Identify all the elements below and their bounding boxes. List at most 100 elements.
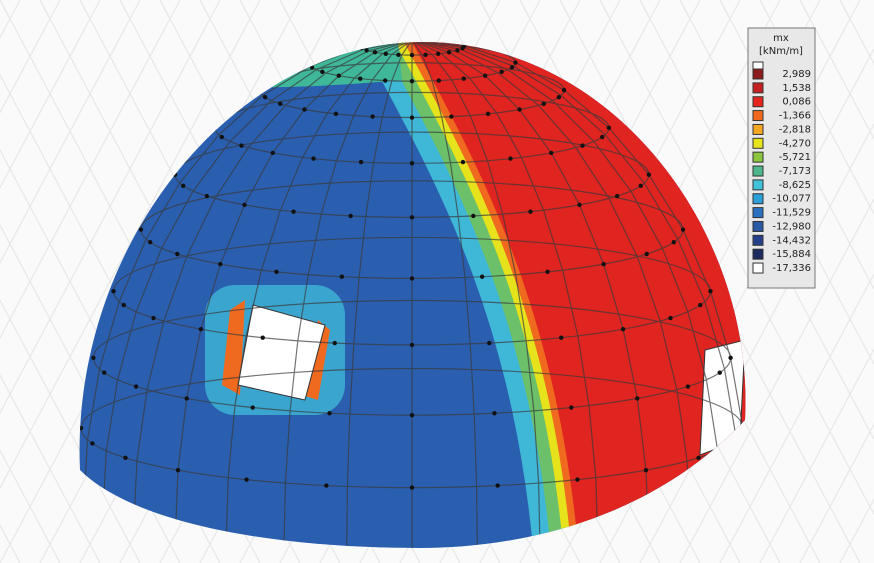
legend-label: 2,989	[782, 69, 811, 80]
mesh-node	[517, 107, 521, 111]
legend-label: -2,818	[779, 124, 811, 135]
mesh-node	[239, 143, 243, 147]
mesh-node	[487, 341, 491, 345]
legend-swatch	[753, 249, 763, 259]
mesh-node	[199, 327, 203, 331]
mesh-node	[220, 135, 224, 139]
mesh-node	[91, 356, 95, 360]
mesh-node	[562, 88, 566, 92]
legend-swatch	[753, 152, 763, 162]
mesh-node	[681, 227, 685, 231]
mesh-node	[121, 303, 125, 307]
mesh-node	[461, 160, 465, 164]
legend-label: -15,884	[772, 249, 811, 260]
legend-swatch	[753, 235, 763, 245]
legend-swatch	[753, 194, 763, 204]
mesh-node	[410, 276, 414, 280]
mesh-node	[698, 303, 702, 307]
legend-label: 0,086	[782, 97, 811, 108]
mesh-node	[274, 270, 278, 274]
mesh-node	[542, 102, 546, 106]
legend-swatch	[753, 111, 763, 121]
mesh-node	[557, 95, 561, 99]
mesh-node	[569, 405, 573, 409]
mesh-node	[686, 384, 690, 388]
legend-title: mx	[773, 33, 789, 44]
mesh-node	[644, 468, 648, 472]
mesh-node	[483, 73, 487, 77]
mesh-node	[102, 370, 106, 374]
mesh-node	[471, 214, 475, 218]
legend-label: -12,980	[772, 221, 811, 232]
mesh-node	[449, 114, 453, 118]
legend-label: -4,270	[779, 138, 811, 149]
mesh-node	[580, 143, 584, 147]
legend-unit: [kNm/m]	[759, 46, 803, 57]
mesh-node	[410, 215, 414, 219]
legend-swatch	[753, 180, 763, 190]
mesh-node	[291, 209, 295, 213]
mesh-node	[672, 240, 676, 244]
mesh-node	[545, 270, 549, 274]
legend-label: 1,538	[782, 83, 811, 94]
mesh-node	[334, 112, 338, 116]
legend-label: -1,366	[779, 111, 811, 122]
mesh-node	[250, 405, 254, 409]
mesh-node	[244, 477, 248, 481]
mesh-node	[513, 60, 517, 64]
mesh-node	[384, 52, 388, 56]
mesh-node	[340, 275, 344, 279]
mesh-node	[364, 48, 368, 52]
mesh-node	[410, 413, 414, 417]
mesh-node	[607, 126, 611, 130]
mesh-node	[320, 70, 324, 74]
mesh-node	[528, 209, 532, 213]
mesh-node	[302, 107, 306, 111]
mesh-node	[176, 468, 180, 472]
mesh-node	[549, 151, 553, 155]
mesh-node	[218, 262, 222, 266]
mesh-node	[708, 289, 712, 293]
mesh-node	[621, 327, 625, 331]
legend-swatch	[753, 263, 763, 273]
mesh-node	[423, 53, 427, 57]
legend-label: -7,173	[779, 166, 811, 177]
mesh-node	[728, 356, 732, 360]
legend-swatch	[753, 97, 763, 107]
mesh-node	[577, 203, 581, 207]
mesh-node	[495, 483, 499, 487]
mesh-node	[486, 112, 490, 116]
legend-swatch	[753, 83, 763, 93]
mesh-node	[492, 411, 496, 415]
mesh-node	[410, 485, 414, 489]
viewport: mx [kNm/m] 2,989 1,538 0,086 -1,366 -2,818 -4…	[0, 0, 874, 563]
mesh-node	[327, 411, 331, 415]
legend-label: -11,529	[772, 208, 811, 219]
mesh-node	[460, 46, 464, 50]
legend-label: -14,432	[772, 235, 811, 246]
legend-swatch	[753, 69, 763, 79]
legend-swatch	[753, 138, 763, 148]
mesh-node	[151, 316, 155, 320]
mesh-node	[437, 78, 441, 82]
mesh-node	[134, 384, 138, 388]
mesh-node	[601, 262, 605, 266]
mesh-node	[348, 214, 352, 218]
mesh-node	[123, 456, 127, 460]
mesh-node	[647, 173, 651, 177]
mesh-node	[615, 194, 619, 198]
mesh-node	[410, 53, 414, 57]
mesh-node	[462, 76, 466, 80]
legend: mx [kNm/m] 2,989 1,538 0,086 -1,366 -2,818 -4…	[748, 28, 815, 288]
mesh-node	[499, 70, 503, 74]
legend-swatch	[753, 221, 763, 231]
legend-label: -17,336	[772, 263, 811, 274]
mesh-node	[271, 151, 275, 155]
mesh-node	[436, 52, 440, 56]
mesh-node	[447, 50, 451, 54]
mesh-node	[639, 184, 643, 188]
mesh-node	[396, 53, 400, 57]
legend-label: -5,721	[779, 152, 811, 163]
mesh-node	[205, 194, 209, 198]
mesh-node	[278, 102, 282, 106]
